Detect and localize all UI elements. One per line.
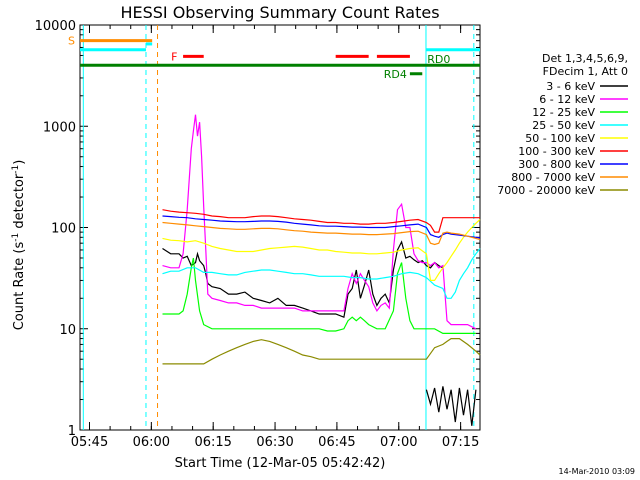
x-tick-label: 06:00 bbox=[133, 435, 170, 450]
legend-entry-label: 6 - 12 keV bbox=[539, 93, 595, 106]
series-line bbox=[162, 240, 444, 319]
y-axis-label-start: Count Rate (s bbox=[12, 242, 27, 331]
y-axis-label-sup2: -1 bbox=[11, 165, 21, 174]
series-line bbox=[162, 209, 480, 233]
y-tick-label: 10 bbox=[59, 323, 76, 338]
legend-entry-label: 100 - 300 keV bbox=[518, 145, 595, 158]
series-line bbox=[162, 114, 477, 330]
legend-header: FDecim 1, Att 0 bbox=[543, 65, 628, 78]
y-tick-label: 100 bbox=[51, 222, 76, 237]
chart-title: HESSI Observing Summary Count Rates bbox=[120, 3, 439, 22]
series-line bbox=[162, 219, 481, 281]
x-tick-label: 05:45 bbox=[71, 435, 108, 450]
legend-entry-label: 800 - 7000 keV bbox=[511, 171, 595, 184]
series-line bbox=[162, 215, 481, 239]
x-tick-label: 07:15 bbox=[442, 435, 479, 450]
series-line bbox=[162, 221, 481, 246]
plot-area: 1 10 100 1000 10000 05:45 06:00 06:15 06:30 06:45… bbox=[35, 19, 481, 450]
legend-entry-label: 12 - 25 keV bbox=[532, 106, 595, 119]
x-axis-label: Start Time (12-Mar-05 05:42:42) bbox=[175, 456, 386, 471]
y-axis-label-sup1: -1 bbox=[11, 233, 21, 242]
x-tick-label: 06:30 bbox=[256, 435, 293, 450]
flag-label: S bbox=[68, 35, 75, 48]
footer-timestamp: 14-Mar-2010 03:09 bbox=[559, 467, 636, 476]
series-line bbox=[162, 257, 476, 334]
x-tick-label: 06:15 bbox=[194, 435, 231, 450]
series-line bbox=[425, 386, 477, 426]
legend-entry-label: 25 - 50 keV bbox=[532, 119, 595, 132]
legend-entry-label: 50 - 100 keV bbox=[525, 132, 595, 145]
plot-frame bbox=[79, 24, 481, 431]
series-line bbox=[162, 248, 481, 299]
y-tick-label: 1000 bbox=[43, 120, 76, 135]
y-tick-label: 10000 bbox=[35, 19, 76, 34]
series-line bbox=[162, 338, 481, 365]
legend-entry-label: 3 - 6 keV bbox=[546, 80, 595, 93]
x-tick-label: 07:00 bbox=[380, 435, 417, 450]
legend: Det 1,3,4,5,6,9,FDecim 1, Att 0 3 - 6 keV… bbox=[497, 52, 628, 197]
flag-label: RD0 bbox=[427, 53, 450, 66]
y-tick-label: 1 bbox=[68, 424, 76, 439]
flag-label: RD4 bbox=[384, 68, 407, 81]
x-tick-label: 06:45 bbox=[318, 435, 355, 450]
flag-label: F bbox=[171, 50, 177, 63]
y-axis-label-end: ) bbox=[12, 160, 27, 165]
y-axis-label: Count Rate (s-1 detector-1) bbox=[11, 160, 27, 331]
legend-header: Det 1,3,4,5,6,9, bbox=[542, 52, 628, 65]
legend-entry-label: 300 - 800 keV bbox=[518, 158, 595, 171]
legend-entry-label: 7000 - 20000 keV bbox=[497, 184, 595, 197]
y-axis-label-mid: detector bbox=[12, 173, 27, 233]
